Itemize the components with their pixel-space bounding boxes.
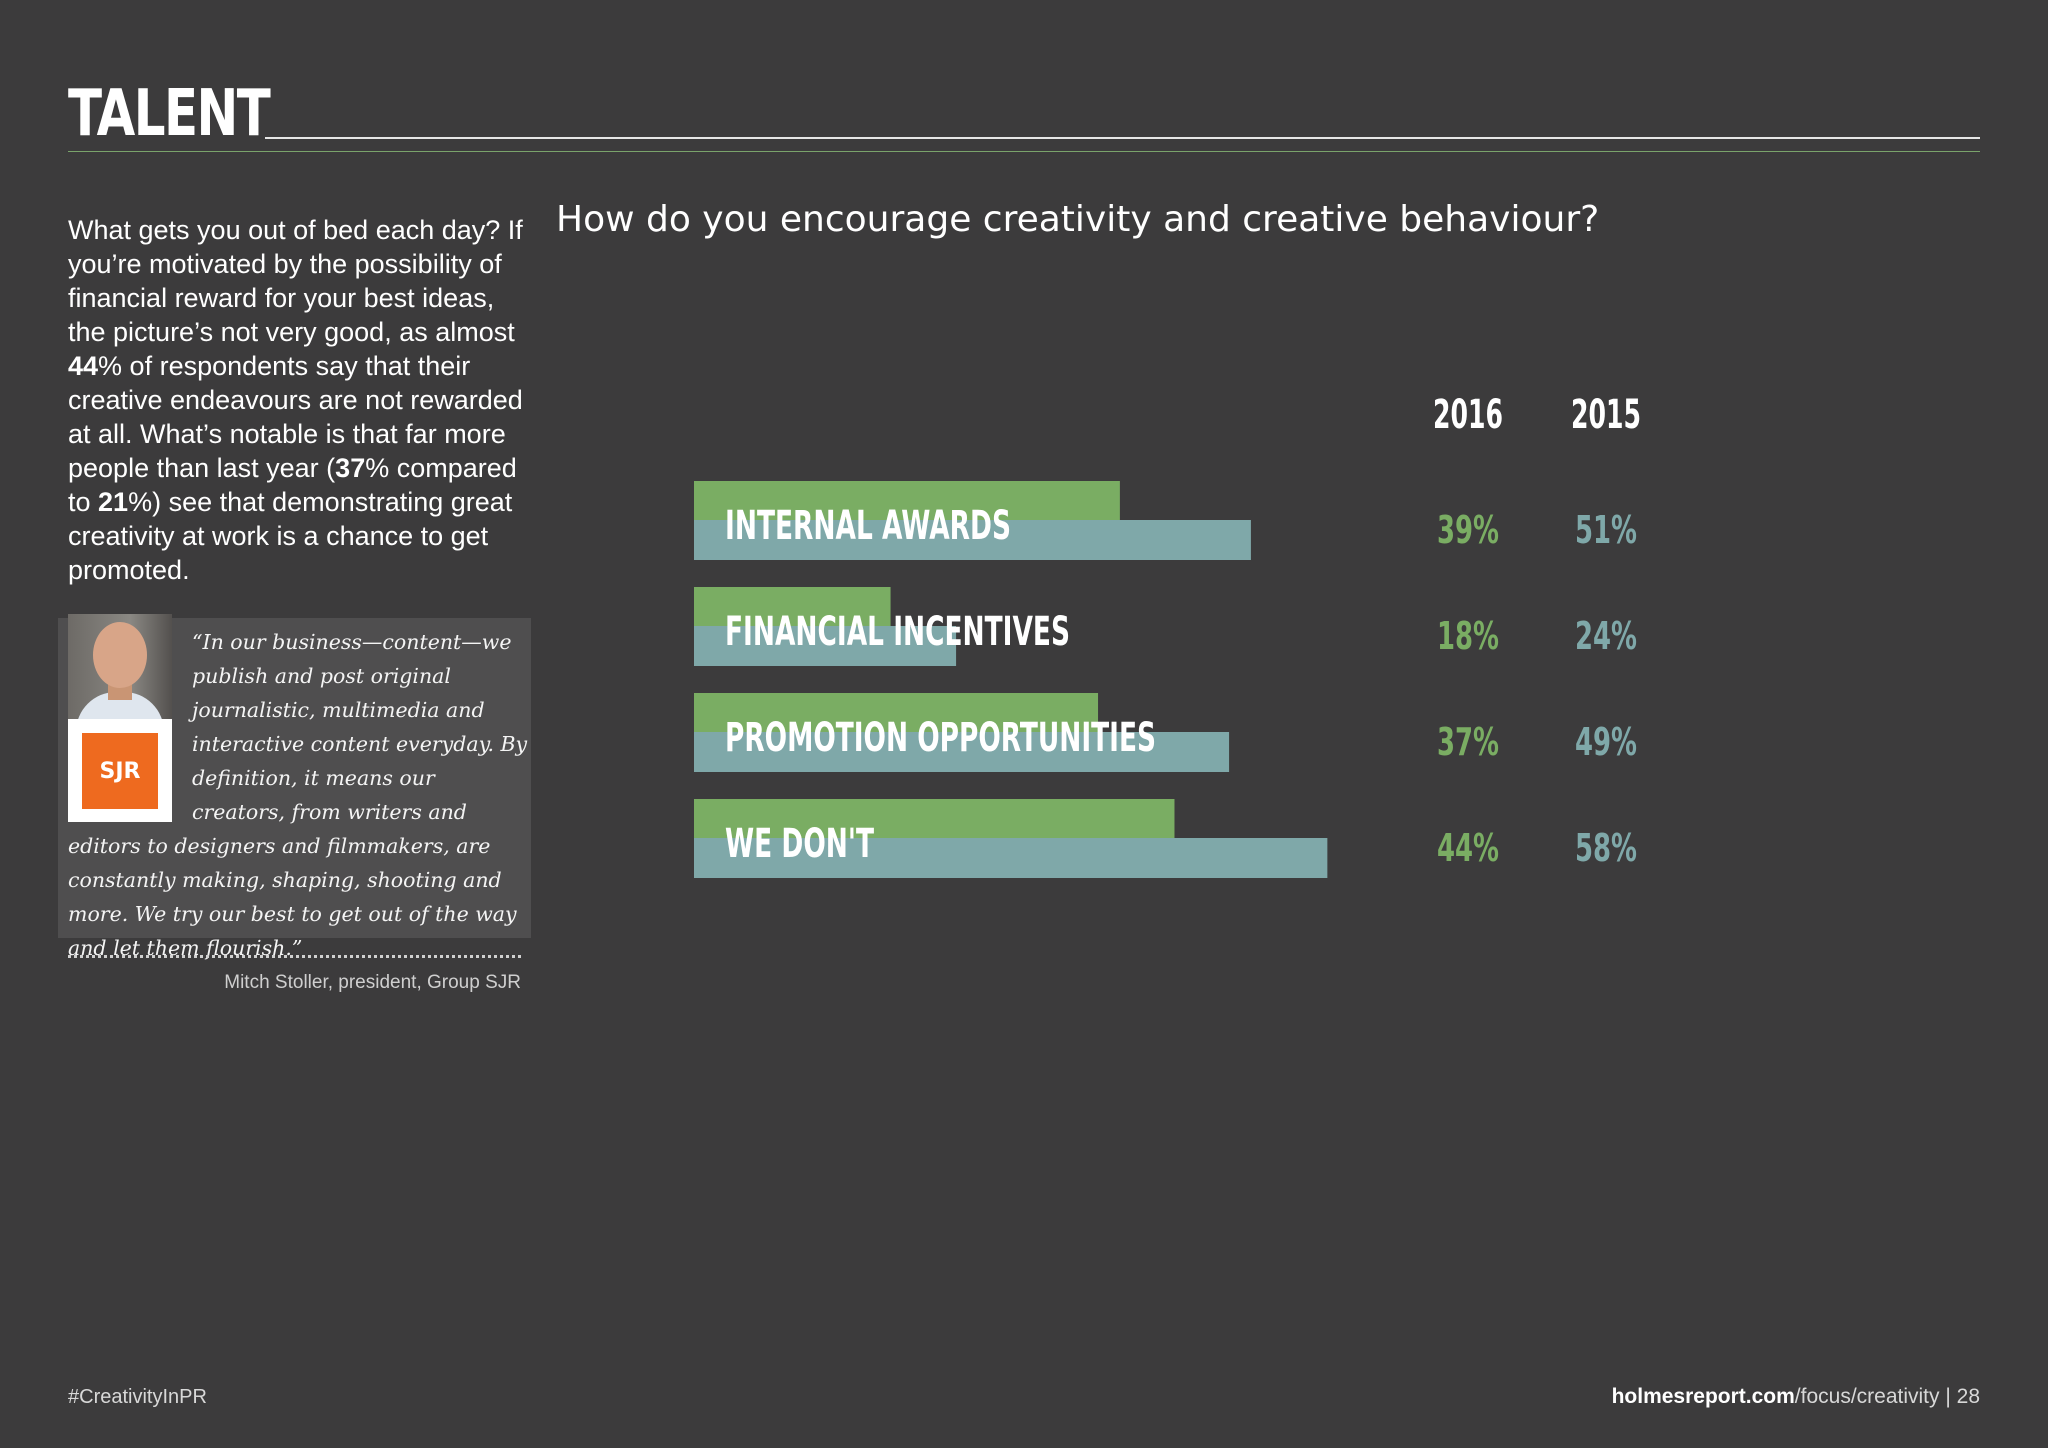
intro-text-1: What gets you out of bed each day? If yo… (68, 215, 523, 347)
value-label-2016: 39% (1437, 508, 1499, 552)
intro-stat-21: 21 (98, 487, 129, 517)
category-label: INTERNAL AWARDS (725, 503, 1011, 549)
category-label: PROMOTION OPPORTUNITIES (725, 715, 1156, 761)
value-label-2016: 44% (1437, 826, 1499, 870)
bar-2015 (694, 838, 1328, 878)
quote-text-block: “In our business—content—we publish and … (68, 625, 528, 965)
value-label-2015: 51% (1575, 508, 1637, 552)
value-label-2015: 24% (1575, 614, 1637, 658)
quote-divider (68, 955, 521, 958)
chart-row: INTERNAL AWARDS 39% 51% (694, 481, 1637, 560)
company-logo: SJR (68, 719, 172, 822)
title-rule (265, 137, 1980, 139)
intro-paragraph: What gets you out of bed each day? If yo… (68, 213, 528, 587)
bar-2016 (694, 587, 891, 627)
intro-text-2: % of respondents say that their creative… (68, 351, 523, 483)
bar-2015 (694, 626, 957, 666)
value-label-2016: 18% (1437, 614, 1499, 658)
footer-site-domain: holmesreport.com (1611, 1385, 1795, 1408)
section-title: TALENT (68, 77, 271, 151)
footer-site-path: /focus/creativity | 28 (1794, 1385, 1980, 1408)
bar-2016 (694, 693, 1099, 733)
value-label-2015: 49% (1575, 720, 1637, 764)
bar-2015 (694, 732, 1230, 772)
quote-text: “In our business—content—we publish and … (68, 630, 528, 960)
bar-2015 (694, 520, 1251, 560)
chart-row: FINANCIAL INCENTIVES 18% 24% (694, 587, 1637, 666)
company-logo-text: SJR (82, 733, 158, 809)
chart-title: How do you encourage creativity and crea… (556, 199, 1600, 240)
intro-stat-37: 37 (335, 453, 366, 483)
intro-stat-44: 44 (68, 351, 99, 381)
value-label-2015: 58% (1575, 826, 1637, 870)
chart-row: WE DON'T 44% 58% (694, 799, 1637, 878)
bar-2016 (694, 481, 1120, 521)
quote-attribution: Mitch Stoller, president, Group SJR (224, 972, 521, 993)
title-underline (68, 151, 1980, 152)
bar-2016 (694, 799, 1175, 839)
category-label: FINANCIAL INCENTIVES (725, 609, 1070, 655)
intro-text-3: % compared to (68, 453, 517, 517)
intro-text-4: %) see that demonstrating great creativi… (68, 487, 513, 585)
value-label-2016: 37% (1437, 720, 1499, 764)
footer-site: holmesreport.com/focus/creativity | 28 (1612, 1384, 1980, 1410)
avatar (68, 614, 172, 719)
legend-2015: 2015 (1571, 392, 1641, 438)
legend-2016: 2016 (1433, 392, 1503, 438)
category-label: WE DON'T (725, 821, 874, 867)
chart-row: PROMOTION OPPORTUNITIES 37% 49% (694, 693, 1637, 772)
footer-hashtag: #CreativityInPR (68, 1386, 207, 1408)
